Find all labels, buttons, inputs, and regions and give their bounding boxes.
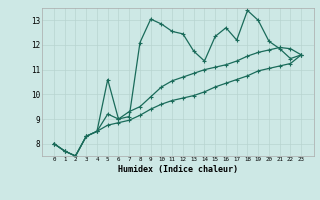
X-axis label: Humidex (Indice chaleur): Humidex (Indice chaleur): [118, 165, 237, 174]
